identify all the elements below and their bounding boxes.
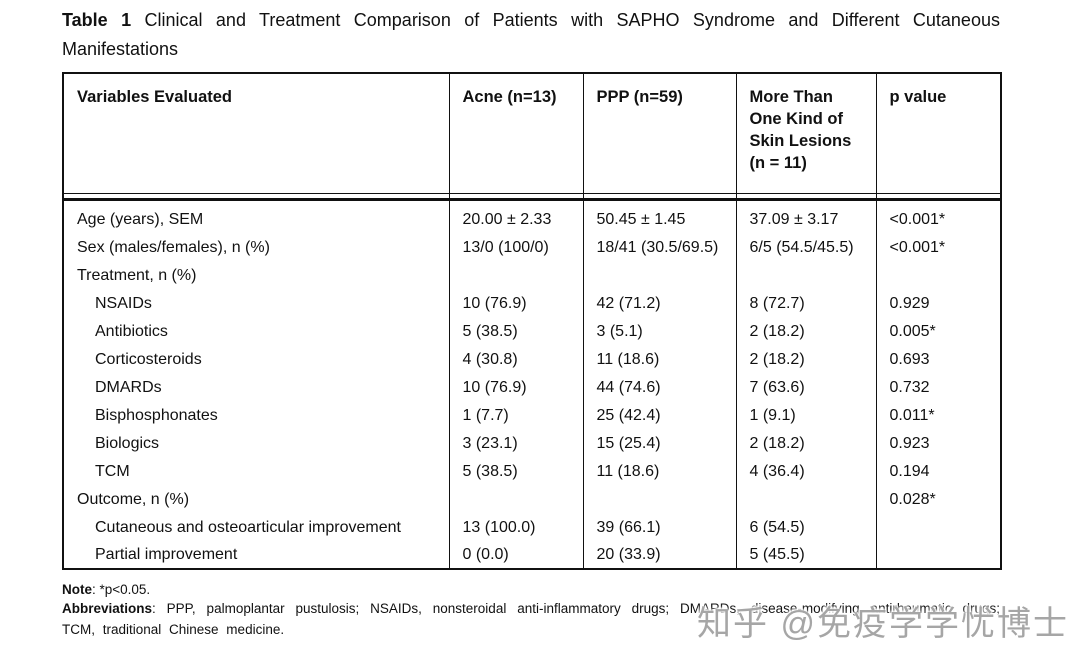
cell-value xyxy=(582,261,737,289)
abbreviations-line: Abbreviations: PPP, palmoplantar pustulo… xyxy=(62,598,1000,640)
row-label: Treatment, n (%) xyxy=(62,261,450,289)
row-label: Partial improvement xyxy=(62,541,450,569)
cell-value: 0.693 xyxy=(875,345,1002,373)
cell-value: 0.732 xyxy=(875,373,1002,401)
table-row: NSAIDs 10 (76.9) 42 (71.2) 8 (72.7) 0.929 xyxy=(62,289,1002,317)
table-caption-number: Table 1 xyxy=(62,10,132,30)
row-label: Cutaneous and osteoarticular improvement xyxy=(62,513,450,541)
cell-value: 1 (9.1) xyxy=(735,401,877,429)
cell-value: 39 (66.1) xyxy=(582,513,737,541)
note-text: : *p<0.05. xyxy=(92,582,151,597)
table-row: Age (years), SEM 20.00 ± 2.33 50.45 ± 1.45… xyxy=(62,199,1002,233)
table-row: Bisphosphonates 1 (7.7) 25 (42.4) 1 (9.1) 0.… xyxy=(62,401,1002,429)
header-row: Variables Evaluated Acne (n=13) PPP (n=5… xyxy=(62,73,1002,194)
cell-value: 11 (18.6) xyxy=(582,345,737,373)
col-header-more-than-one: More Than One Kind of Skin Lesions (n = … xyxy=(735,73,877,194)
row-label: Corticosteroids xyxy=(62,345,450,373)
cell-value: 0.011* xyxy=(875,401,1002,429)
cell-value xyxy=(875,261,1002,289)
cell-value xyxy=(448,261,584,289)
cell-value: 0 (0.0) xyxy=(448,541,584,569)
cell-value: 15 (25.4) xyxy=(582,429,737,457)
table-row: DMARDs 10 (76.9) 44 (74.6) 7 (63.6) 0.732 xyxy=(62,373,1002,401)
cell-value xyxy=(735,261,877,289)
table-row: TCM 5 (38.5) 11 (18.6) 4 (36.4) 0.194 xyxy=(62,457,1002,485)
cell-value xyxy=(875,541,1002,569)
cell-value: 0.194 xyxy=(875,457,1002,485)
row-label: Biologics xyxy=(62,429,450,457)
row-label: Bisphosphonates xyxy=(62,401,450,429)
cell-value: 0.923 xyxy=(875,429,1002,457)
cell-value: 8 (72.7) xyxy=(735,289,877,317)
abbreviations-label: Abbreviations xyxy=(62,601,153,616)
cell-value: 4 (30.8) xyxy=(448,345,584,373)
row-label: TCM xyxy=(62,457,450,485)
cell-value: 50.45 ± 1.45 xyxy=(582,199,737,233)
table-row: Biologics 3 (23.1) 15 (25.4) 2 (18.2) 0.923 xyxy=(62,429,1002,457)
cell-value: 1 (7.7) xyxy=(448,401,584,429)
table-row: Cutaneous and osteoarticular improvement… xyxy=(62,513,1002,541)
col-header-variables: Variables Evaluated xyxy=(62,73,450,194)
cell-value: 6 (54.5) xyxy=(735,513,877,541)
cell-value: 2 (18.2) xyxy=(735,429,877,457)
table-row: Outcome, n (%) 0.028* xyxy=(62,485,1002,513)
table-caption-text: Clinical and Treatment Comparison of Pat… xyxy=(62,10,1000,59)
cell-value xyxy=(582,485,737,513)
cell-value: 10 (76.9) xyxy=(448,373,584,401)
cell-value: 20.00 ± 2.33 xyxy=(448,199,584,233)
cell-value xyxy=(875,513,1002,541)
header-thick-rule xyxy=(62,193,1002,201)
cell-value: 42 (71.2) xyxy=(582,289,737,317)
cell-value: 3 (5.1) xyxy=(582,317,737,345)
note-label: Note xyxy=(62,582,92,597)
comparison-table: Variables Evaluated Acne (n=13) PPP (n=5… xyxy=(62,72,1002,570)
cell-value: 18/41 (30.5/69.5) xyxy=(582,233,737,261)
cell-value: 13 (100.0) xyxy=(448,513,584,541)
cell-value: 0.005* xyxy=(875,317,1002,345)
table-row: Corticosteroids 4 (30.8) 11 (18.6) 2 (18.2)… xyxy=(62,345,1002,373)
row-label: DMARDs xyxy=(62,373,450,401)
cell-value: 13/0 (100/0) xyxy=(448,233,584,261)
cell-value: 0.929 xyxy=(875,289,1002,317)
cell-value: 3 (23.1) xyxy=(448,429,584,457)
col-header-p-value: p value xyxy=(875,73,1002,194)
cell-value: 7 (63.6) xyxy=(735,373,877,401)
row-label: Sex (males/females), n (%) xyxy=(62,233,450,261)
table-header: Variables Evaluated Acne (n=13) PPP (n=5… xyxy=(62,73,1002,201)
table-row: Treatment, n (%) xyxy=(62,261,1002,289)
col-header-acne: Acne (n=13) xyxy=(448,73,584,194)
cell-value: 2 (18.2) xyxy=(735,317,877,345)
cell-value: <0.001* xyxy=(875,199,1002,233)
cell-value: 44 (74.6) xyxy=(582,373,737,401)
abbreviations-text: : PPP, palmoplantar pustulosis; NSAIDs, … xyxy=(62,601,1000,637)
note-line: Note: *p<0.05. xyxy=(62,579,1000,600)
table-row: Sex (males/females), n (%) 13/0 (100/0) 18… xyxy=(62,233,1002,261)
cell-value: 25 (42.4) xyxy=(582,401,737,429)
row-label: Antibiotics xyxy=(62,317,450,345)
cell-value xyxy=(735,485,877,513)
row-label: NSAIDs xyxy=(62,289,450,317)
table-row: Partial improvement 0 (0.0) 20 (33.9) 5 (45… xyxy=(62,541,1002,569)
row-label: Age (years), SEM xyxy=(62,199,450,233)
cell-value: 37.09 ± 3.17 xyxy=(735,199,877,233)
table-body: Age (years), SEM 20.00 ± 2.33 50.45 ± 1.45… xyxy=(62,199,1002,569)
cell-value: 6/5 (54.5/45.5) xyxy=(735,233,877,261)
cell-value: 5 (45.5) xyxy=(735,541,877,569)
cell-value: <0.001* xyxy=(875,233,1002,261)
table-row: Antibiotics 5 (38.5) 3 (5.1) 2 (18.2) 0.005* xyxy=(62,317,1002,345)
cell-value: 4 (36.4) xyxy=(735,457,877,485)
cell-value: 11 (18.6) xyxy=(582,457,737,485)
col-header-ppp: PPP (n=59) xyxy=(582,73,737,194)
table-caption: Table 1 Clinical and Treatment Compariso… xyxy=(62,6,1000,64)
cell-value: 5 (38.5) xyxy=(448,457,584,485)
cell-value: 5 (38.5) xyxy=(448,317,584,345)
row-label: Outcome, n (%) xyxy=(62,485,450,513)
cell-value: 0.028* xyxy=(875,485,1002,513)
cell-value: 2 (18.2) xyxy=(735,345,877,373)
cell-value xyxy=(448,485,584,513)
cell-value: 10 (76.9) xyxy=(448,289,584,317)
cell-value: 20 (33.9) xyxy=(582,541,737,569)
